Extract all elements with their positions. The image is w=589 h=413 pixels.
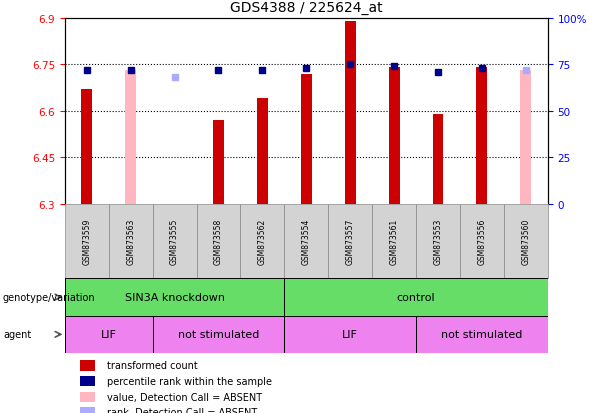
Bar bbox=[240, 204, 284, 279]
Bar bbox=[477, 68, 488, 204]
Bar bbox=[284, 316, 416, 353]
Bar bbox=[416, 316, 548, 353]
Bar bbox=[197, 204, 240, 279]
Bar bbox=[284, 204, 328, 279]
Bar bbox=[153, 316, 284, 353]
Bar bbox=[372, 204, 416, 279]
Text: SIN3A knockdown: SIN3A knockdown bbox=[124, 292, 224, 302]
Text: genotype/variation: genotype/variation bbox=[3, 292, 95, 302]
Bar bbox=[520, 71, 531, 204]
Text: GSM873561: GSM873561 bbox=[389, 218, 399, 265]
Text: GSM873554: GSM873554 bbox=[302, 218, 311, 265]
Text: GSM873557: GSM873557 bbox=[346, 218, 355, 265]
Bar bbox=[432, 115, 444, 204]
Bar bbox=[80, 392, 95, 402]
Bar bbox=[125, 71, 136, 204]
Text: LIF: LIF bbox=[342, 330, 358, 339]
Bar bbox=[257, 99, 268, 204]
Text: GSM873556: GSM873556 bbox=[478, 218, 487, 265]
Text: GSM873560: GSM873560 bbox=[521, 218, 530, 265]
Text: GSM873558: GSM873558 bbox=[214, 218, 223, 265]
Bar bbox=[80, 361, 95, 371]
Bar bbox=[109, 204, 153, 279]
Bar bbox=[153, 204, 197, 279]
Bar bbox=[301, 74, 312, 204]
Text: control: control bbox=[397, 292, 435, 302]
Text: GSM873553: GSM873553 bbox=[434, 218, 442, 265]
Bar bbox=[65, 204, 109, 279]
Bar bbox=[284, 279, 548, 316]
Text: GSM873563: GSM873563 bbox=[126, 218, 135, 265]
Bar bbox=[416, 204, 460, 279]
Bar bbox=[213, 121, 224, 204]
Text: value, Detection Call = ABSENT: value, Detection Call = ABSENT bbox=[107, 392, 263, 402]
Text: LIF: LIF bbox=[101, 330, 117, 339]
Text: GSM873559: GSM873559 bbox=[82, 218, 91, 265]
Bar bbox=[65, 316, 153, 353]
Bar bbox=[328, 204, 372, 279]
Bar bbox=[80, 407, 95, 413]
Text: rank, Detection Call = ABSENT: rank, Detection Call = ABSENT bbox=[107, 408, 257, 413]
Bar bbox=[80, 376, 95, 387]
Text: percentile rank within the sample: percentile rank within the sample bbox=[107, 376, 272, 386]
Text: agent: agent bbox=[3, 330, 31, 339]
Text: not stimulated: not stimulated bbox=[441, 330, 522, 339]
Title: GDS4388 / 225624_at: GDS4388 / 225624_at bbox=[230, 1, 383, 15]
Bar bbox=[389, 68, 399, 204]
Bar bbox=[460, 204, 504, 279]
Text: not stimulated: not stimulated bbox=[178, 330, 259, 339]
Bar bbox=[65, 279, 284, 316]
Text: transformed count: transformed count bbox=[107, 361, 198, 370]
Bar bbox=[345, 22, 356, 204]
Text: GSM873555: GSM873555 bbox=[170, 218, 179, 265]
Text: GSM873562: GSM873562 bbox=[258, 218, 267, 265]
Bar bbox=[504, 204, 548, 279]
Bar bbox=[81, 90, 92, 204]
